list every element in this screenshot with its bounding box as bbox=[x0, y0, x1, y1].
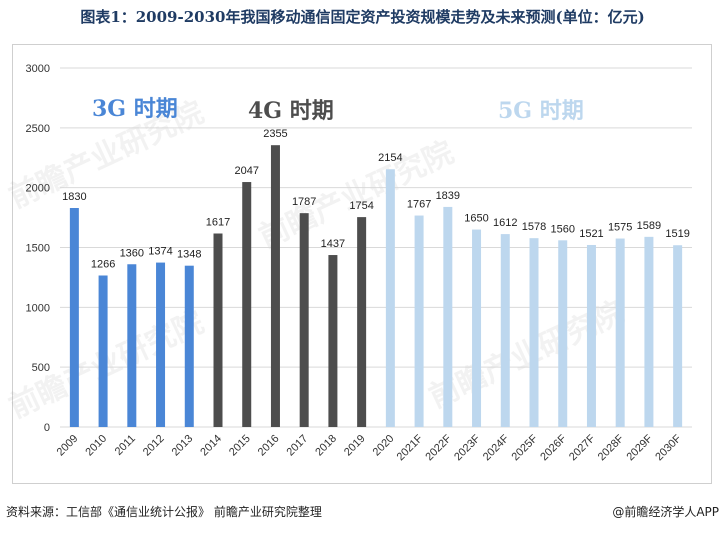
data-label: 1360 bbox=[120, 247, 144, 259]
data-label: 1650 bbox=[464, 213, 488, 225]
bar bbox=[472, 229, 482, 427]
x-tick-label: 2015 bbox=[227, 433, 253, 459]
bar bbox=[586, 244, 596, 427]
data-label: 1348 bbox=[177, 249, 201, 261]
data-label: 1374 bbox=[148, 246, 172, 258]
data-label: 2047 bbox=[234, 165, 258, 177]
x-tick-label: 2020 bbox=[371, 433, 397, 459]
x-tick-label: 2030F bbox=[653, 432, 684, 463]
x-tick-label: 2014 bbox=[198, 433, 224, 459]
x-tick-label: 2013 bbox=[170, 433, 196, 459]
bar bbox=[242, 182, 252, 427]
data-label: 1575 bbox=[608, 222, 632, 234]
y-tick-label: 500 bbox=[32, 362, 50, 374]
bar bbox=[69, 208, 79, 427]
x-tick-label: 2012 bbox=[141, 433, 167, 459]
y-tick-label: 2500 bbox=[26, 123, 50, 135]
data-label: 1519 bbox=[665, 228, 689, 240]
bar bbox=[299, 213, 309, 427]
bar bbox=[529, 238, 539, 427]
x-tick-label: 2018 bbox=[313, 433, 339, 459]
bar bbox=[98, 275, 108, 427]
x-tick-label: 2028F bbox=[596, 432, 627, 463]
data-label: 1612 bbox=[493, 217, 517, 229]
x-tick-label: 2022F bbox=[423, 432, 454, 463]
data-label: 2154 bbox=[378, 152, 402, 164]
bar bbox=[644, 236, 654, 427]
x-tick-label: 2024F bbox=[481, 432, 512, 463]
bar bbox=[500, 234, 510, 427]
data-label: 1266 bbox=[91, 259, 115, 271]
y-tick-label: 0 bbox=[44, 422, 50, 434]
data-label: 1754 bbox=[349, 200, 373, 212]
x-tick-label: 2009 bbox=[55, 433, 81, 459]
bar bbox=[184, 265, 194, 427]
chart-title: 图表1：2009-2030年我国移动通信固定资产投资规模走势及未来预测(单位：亿… bbox=[80, 8, 645, 26]
data-label: 1767 bbox=[407, 199, 431, 211]
data-label: 1617 bbox=[206, 216, 230, 228]
y-tick-label: 1000 bbox=[26, 302, 50, 314]
bar bbox=[443, 206, 453, 427]
bar bbox=[328, 255, 338, 427]
bar bbox=[270, 145, 280, 427]
x-tick-label: 2019 bbox=[342, 433, 368, 459]
bar bbox=[385, 169, 395, 427]
period-annotation: 5G 时期 bbox=[498, 98, 584, 124]
y-tick-label: 2000 bbox=[26, 183, 50, 195]
bar bbox=[558, 240, 568, 427]
data-label: 1521 bbox=[579, 228, 603, 240]
x-tick-label: 2029F bbox=[624, 432, 655, 463]
x-tick-label: 2017 bbox=[285, 433, 311, 459]
x-tick-label: 2011 bbox=[113, 433, 138, 458]
period-annotation: 3G 时期 bbox=[92, 96, 178, 122]
bar bbox=[357, 217, 367, 427]
y-tick-label: 3000 bbox=[26, 63, 50, 75]
bar bbox=[127, 264, 137, 427]
data-label: 1578 bbox=[522, 221, 546, 233]
bar bbox=[615, 238, 625, 427]
data-label: 1437 bbox=[321, 238, 345, 250]
data-label: 1589 bbox=[637, 220, 661, 232]
data-label: 1839 bbox=[436, 190, 460, 202]
bar bbox=[156, 262, 166, 427]
bar bbox=[414, 215, 424, 427]
source-note: 资料来源：工信部《通信业统计公报》 前瞻产业研究院整理 bbox=[6, 505, 322, 519]
x-tick-label: 2010 bbox=[83, 433, 109, 459]
credit-note: @前瞻经济学人APP bbox=[612, 505, 719, 519]
x-tick-label: 2021F bbox=[395, 432, 426, 463]
period-annotation: 4G 时期 bbox=[248, 98, 334, 124]
bar-chart: 0 500 1000 1500 2000 2500 3000 1830 2009 1266 2010… bbox=[26, 63, 692, 463]
bar bbox=[673, 245, 683, 427]
bar bbox=[213, 233, 223, 427]
x-tick-label: 2027F bbox=[567, 432, 598, 463]
x-tick-label: 2016 bbox=[256, 433, 282, 459]
x-tick-label: 2023F bbox=[452, 432, 483, 463]
data-label: 1830 bbox=[62, 191, 86, 203]
data-label: 2355 bbox=[263, 128, 287, 140]
data-label: 1787 bbox=[292, 196, 316, 208]
y-tick-label: 1500 bbox=[26, 243, 50, 255]
x-tick-label: 2025F bbox=[510, 432, 541, 463]
data-label: 1560 bbox=[550, 223, 574, 235]
chart-frame bbox=[12, 44, 712, 484]
x-tick-label: 2026F bbox=[538, 432, 569, 463]
